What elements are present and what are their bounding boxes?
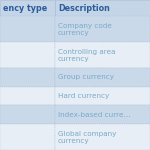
- Bar: [55, 124, 150, 150]
- Bar: [55, 42, 150, 68]
- Bar: [55, 87, 150, 105]
- Bar: [0, 0, 55, 16]
- Text: Controlling area
currency: Controlling area currency: [58, 49, 116, 62]
- Bar: [55, 16, 150, 42]
- Text: Description: Description: [58, 4, 110, 13]
- Bar: [0, 42, 55, 68]
- Bar: [0, 124, 55, 150]
- Text: Company code
currency: Company code currency: [58, 23, 112, 36]
- Bar: [55, 0, 150, 16]
- Text: Hard currency: Hard currency: [58, 93, 109, 99]
- Bar: [0, 16, 55, 42]
- Text: Group currency: Group currency: [58, 74, 114, 80]
- Bar: [55, 105, 150, 124]
- Text: Index-based curre…: Index-based curre…: [58, 112, 131, 118]
- Bar: [0, 68, 55, 87]
- Bar: [55, 68, 150, 87]
- Text: Global company
currency: Global company currency: [58, 131, 116, 144]
- Bar: [0, 87, 55, 105]
- Text: ency type: ency type: [3, 4, 47, 13]
- Bar: [0, 105, 55, 124]
